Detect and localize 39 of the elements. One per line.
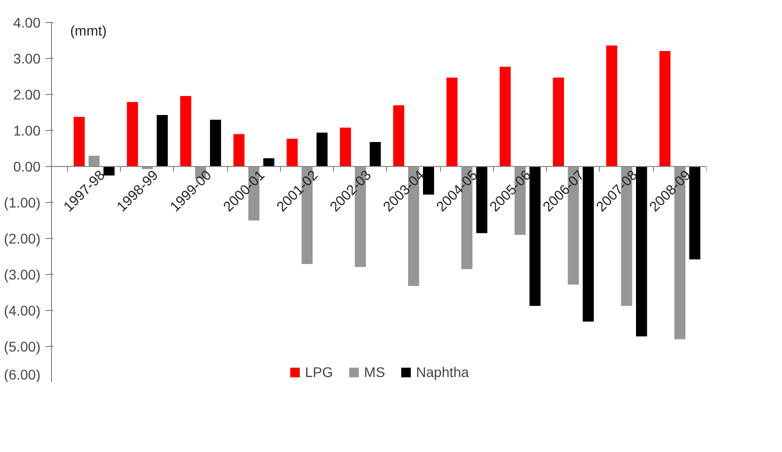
y-tick-label: (5.00) bbox=[4, 338, 41, 354]
bar bbox=[74, 116, 85, 166]
legend-label: Naphtha bbox=[416, 364, 469, 380]
bar bbox=[263, 158, 274, 166]
bar bbox=[88, 156, 100, 166]
y-axis-title: (mmt) bbox=[70, 22, 107, 38]
bar bbox=[156, 115, 168, 166]
bar bbox=[103, 166, 115, 176]
bar bbox=[286, 138, 298, 166]
y-tick-label: 2.00 bbox=[13, 86, 41, 102]
bar bbox=[446, 78, 458, 166]
bar bbox=[689, 166, 700, 260]
bar bbox=[422, 166, 434, 195]
y-tick-label: 1.00 bbox=[13, 122, 41, 138]
y-tick-label: (2.00) bbox=[4, 230, 41, 246]
y-tick-label: (1.00) bbox=[4, 194, 41, 210]
bar bbox=[340, 128, 351, 166]
legend-label: LPG bbox=[305, 364, 334, 380]
bar bbox=[180, 96, 192, 166]
bar bbox=[659, 50, 670, 166]
bar bbox=[582, 166, 594, 322]
y-tick-label: (3.00) bbox=[4, 266, 41, 282]
y-tick-label: 0.00 bbox=[13, 158, 41, 174]
bar bbox=[233, 134, 244, 166]
bar bbox=[316, 132, 328, 166]
legend-label: MS bbox=[364, 364, 386, 380]
bar bbox=[552, 78, 564, 166]
y-tick-label: 4.00 bbox=[13, 14, 41, 30]
bar bbox=[126, 102, 138, 166]
bar bbox=[606, 46, 618, 166]
bar bbox=[529, 166, 541, 306]
bar bbox=[500, 66, 511, 166]
bar bbox=[210, 120, 222, 166]
bar bbox=[370, 142, 381, 166]
bar bbox=[636, 166, 648, 336]
bar bbox=[476, 166, 488, 234]
y-tick-label: (4.00) bbox=[4, 302, 41, 318]
y-tick-label: 3.00 bbox=[13, 50, 41, 66]
bar bbox=[393, 105, 404, 166]
